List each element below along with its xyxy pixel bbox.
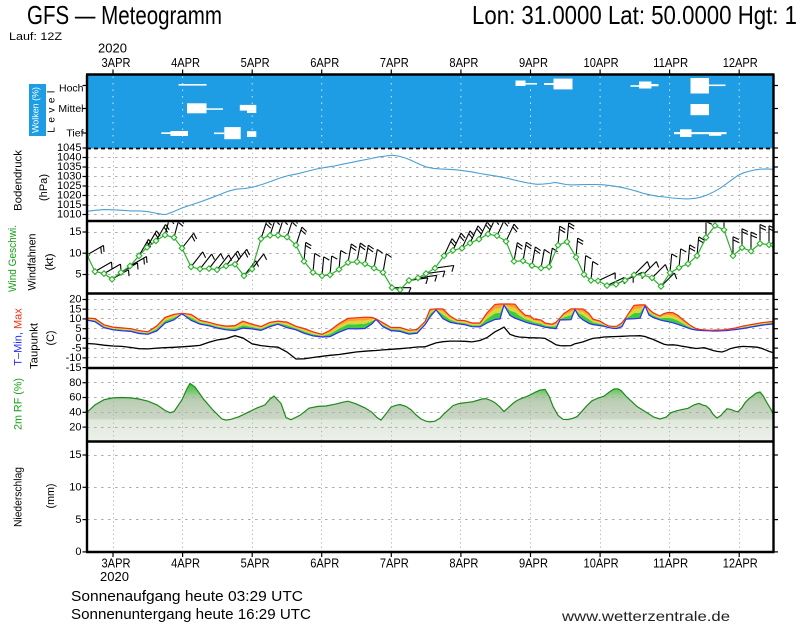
- svg-text:5APR: 5APR: [241, 55, 270, 70]
- svg-text:Sonnenuntergang heute 16:29 UT: Sonnenuntergang heute 16:29 UTC: [71, 606, 311, 623]
- svg-text:11APR: 11APR: [653, 556, 688, 571]
- svg-text:9APR: 9APR: [519, 55, 548, 70]
- svg-text:1045: 1045: [57, 142, 81, 154]
- svg-text:-10: -10: [66, 352, 82, 364]
- svg-text:1010: 1010: [57, 209, 81, 221]
- svg-text:7APR: 7APR: [380, 55, 409, 70]
- svg-text:2m RF (%): 2m RF (%): [13, 378, 25, 430]
- svg-text:12APR: 12APR: [723, 55, 758, 70]
- svg-text:7APR: 7APR: [380, 556, 409, 571]
- svg-text:Niederschlag: Niederschlag: [13, 467, 25, 527]
- svg-text:4APR: 4APR: [171, 556, 200, 571]
- svg-text:40: 40: [69, 407, 81, 419]
- svg-text:80: 80: [69, 377, 81, 389]
- svg-text:Lon: 31.0000 Lat: 50.0000 Hgt:: Lon: 31.0000 Lat: 50.0000 Hgt: 1: [472, 0, 797, 30]
- svg-text:Bodendruck: Bodendruck: [13, 149, 25, 211]
- svg-text:www.wetterzentrale.de: www.wetterzentrale.de: [561, 608, 730, 624]
- svg-text:1040: 1040: [57, 152, 81, 164]
- svg-text:5APR: 5APR: [241, 556, 270, 571]
- svg-text:Tief: Tief: [66, 128, 83, 140]
- svg-text:10: 10: [69, 247, 81, 259]
- svg-text:1015: 1015: [57, 199, 81, 211]
- svg-text:Hoch: Hoch: [59, 83, 84, 95]
- svg-text:GFS — Meteogramm: GFS — Meteogramm: [27, 0, 222, 30]
- svg-text:6APR: 6APR: [310, 556, 339, 571]
- svg-text:(kt): (kt): [44, 254, 56, 271]
- svg-text:Wolken (%): Wolken (%): [31, 87, 42, 133]
- svg-text:0: 0: [75, 546, 81, 558]
- svg-text:8APR: 8APR: [449, 556, 478, 571]
- svg-text:-15: -15: [66, 362, 82, 374]
- svg-text:20: 20: [69, 294, 81, 306]
- svg-text:T–Min, Max: T–Min, Max: [13, 308, 25, 366]
- svg-text:0: 0: [75, 333, 81, 345]
- svg-text:1025: 1025: [57, 180, 81, 192]
- svg-text:5: 5: [75, 323, 81, 335]
- svg-text:5: 5: [75, 514, 81, 526]
- svg-text:12APR: 12APR: [723, 556, 758, 571]
- svg-text:-5: -5: [72, 342, 82, 354]
- svg-text:20: 20: [69, 421, 81, 433]
- svg-text:3APR: 3APR: [102, 556, 131, 571]
- svg-text:1035: 1035: [57, 161, 81, 173]
- svg-text:8APR: 8APR: [449, 55, 478, 70]
- svg-text:6APR: 6APR: [310, 55, 339, 70]
- svg-text:10APR: 10APR: [584, 556, 619, 571]
- svg-text:2020: 2020: [100, 569, 129, 584]
- svg-text:9APR: 9APR: [519, 556, 548, 571]
- svg-text:10: 10: [69, 482, 81, 494]
- svg-text:(hPa): (hPa): [38, 174, 50, 201]
- svg-text:Wind Geschwi.: Wind Geschwi.: [7, 225, 19, 292]
- svg-text:Taupunkt: Taupunkt: [29, 323, 41, 369]
- svg-text:3APR: 3APR: [102, 55, 131, 70]
- svg-text:(mm): (mm): [45, 484, 57, 509]
- svg-text:2020: 2020: [98, 41, 127, 56]
- svg-text:10APR: 10APR: [584, 55, 619, 70]
- svg-text:1030: 1030: [57, 171, 81, 183]
- svg-text:Mittel: Mittel: [58, 103, 83, 115]
- svg-text:15: 15: [69, 449, 81, 461]
- svg-text:1020: 1020: [57, 190, 81, 202]
- svg-text:15: 15: [69, 226, 81, 238]
- svg-text:15: 15: [69, 303, 81, 315]
- svg-text:Sonnenaufgang heute 03:29 UTC: Sonnenaufgang heute 03:29 UTC: [71, 588, 303, 605]
- svg-text:Windfahnen: Windfahnen: [27, 234, 39, 291]
- svg-text:4APR: 4APR: [171, 55, 200, 70]
- svg-text:Lauf: 12Z: Lauf: 12Z: [9, 31, 62, 43]
- svg-text:(C): (C): [45, 331, 57, 346]
- svg-text:11APR: 11APR: [653, 55, 688, 70]
- svg-text:Level: Level: [47, 86, 58, 132]
- svg-text:60: 60: [69, 392, 81, 404]
- svg-text:10: 10: [69, 313, 81, 325]
- svg-text:5: 5: [75, 269, 81, 281]
